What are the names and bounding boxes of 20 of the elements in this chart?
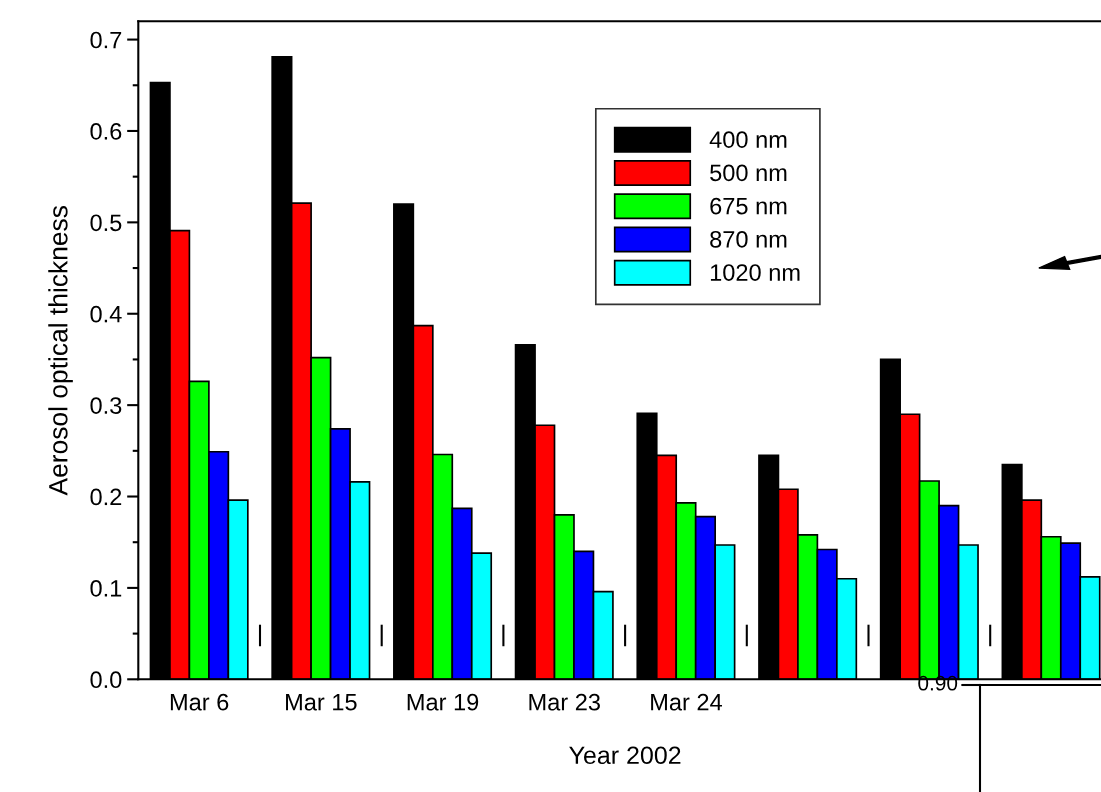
- x-tick-label: Mar 24: [651, 693, 722, 711]
- y-tick-label: 0.0: [90, 671, 122, 689]
- legend-label: 400 nm: [709, 131, 787, 148]
- legend-label: 1020 nm: [710, 264, 800, 281]
- y-tick-label: 0.2: [90, 488, 122, 506]
- x-tick-label: Mar 23: [529, 693, 600, 711]
- legend-label: 675 nm: [710, 197, 787, 215]
- x-tick-label: Mar 15: [286, 694, 357, 711]
- y-tick-label: 0.4: [90, 305, 122, 323]
- legend-label: 870 nm: [710, 230, 787, 248]
- y-tick-label: 0.7: [90, 31, 122, 49]
- legend-label: 500 nm: [710, 164, 787, 182]
- x-axis-title: Year 2002: [569, 746, 681, 765]
- y-tick-label: 0.1: [90, 579, 122, 597]
- y-tick-label: 0.3: [90, 397, 122, 414]
- x-tick-label: Mar 6: [170, 693, 229, 711]
- x-tick-label: Mar 19: [407, 693, 479, 711]
- y-tick-label: 0.5: [90, 214, 122, 232]
- y-tick-label: 0.6: [90, 123, 122, 140]
- y-axis-title: Aerosol optical thickness: [48, 206, 73, 496]
